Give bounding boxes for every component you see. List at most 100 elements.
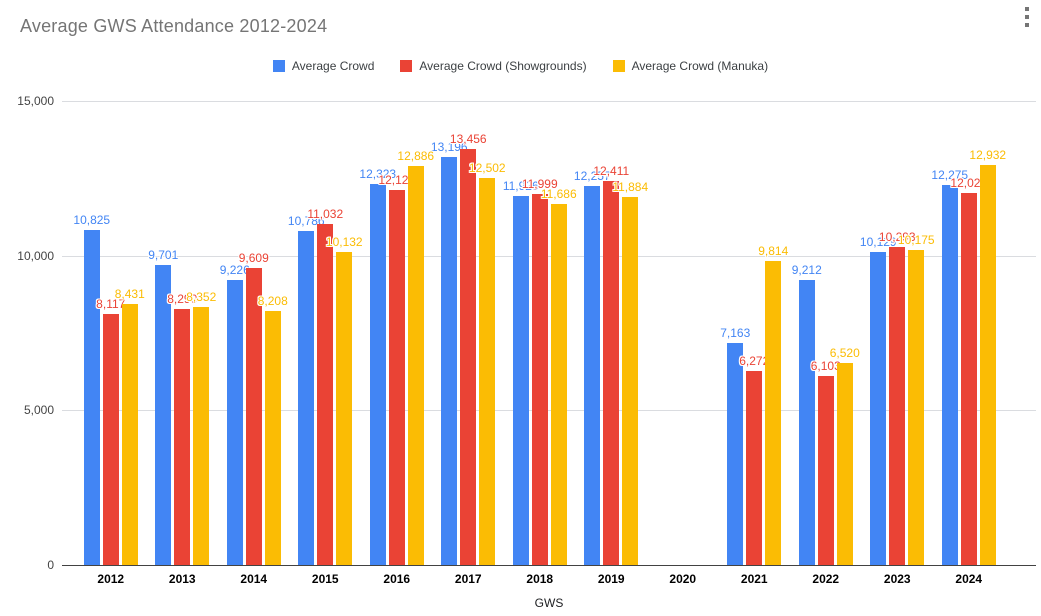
legend-item-average-crowd[interactable]: Average Crowd <box>272 59 374 73</box>
gridline <box>62 255 1036 257</box>
value-label-2017-average-crowd-manuka: 12,502 <box>468 161 506 176</box>
kebab-menu-icon <box>1025 7 1029 11</box>
bar-2016-average-crowd[interactable] <box>369 183 386 565</box>
x-axis-title: GWS <box>534 596 564 610</box>
chart-title: Average GWS Attendance 2012-2024 <box>20 16 328 36</box>
bar-2012-average-crowd-showgrounds[interactable] <box>102 313 119 565</box>
x-tick-2024: 2024 <box>955 572 983 586</box>
value-label-2021-average-crowd: 7,163 <box>720 326 751 341</box>
value-label-2014-average-crowd-manuka: 8,208 <box>257 294 288 309</box>
value-label-2016-average-crowd-showgrounds: 12,126 <box>378 172 416 187</box>
bar-2015-average-crowd-showgrounds[interactable] <box>317 223 334 565</box>
x-tick-2019: 2019 <box>597 572 625 586</box>
value-label-2014-average-crowd-showgrounds: 9,609 <box>238 250 269 265</box>
bar-2016-average-crowd-showgrounds[interactable] <box>388 189 405 565</box>
kebab-menu-icon <box>1025 15 1029 19</box>
x-tick-2020: 2020 <box>669 572 697 586</box>
bar-2019-average-crowd-showgrounds[interactable] <box>603 181 620 565</box>
legend: Average Crowd Average Crowd (Showgrounds)… <box>0 59 1041 73</box>
value-label-2015-average-crowd-showgrounds: 11,032 <box>307 206 344 221</box>
bar-2013-average-crowd-showgrounds[interactable] <box>174 308 191 565</box>
value-label-2017-average-crowd-showgrounds: 13,456 <box>449 131 487 146</box>
bar-2023-average-crowd-showgrounds[interactable] <box>889 246 906 565</box>
x-axis-line <box>62 565 1036 566</box>
value-label-2024-average-crowd-showgrounds: 12,028 <box>950 175 988 190</box>
bar-2023-average-crowd-manuka[interactable] <box>908 250 925 565</box>
value-label-2013-average-crowd: 9,701 <box>148 247 179 262</box>
bar-2014-average-crowd[interactable] <box>226 279 243 565</box>
value-label-2024-average-crowd: 12,275 <box>931 168 969 183</box>
bar-2016-average-crowd-manuka[interactable] <box>407 166 424 565</box>
bar-2017-average-crowd[interactable] <box>441 156 458 565</box>
bar-2018-average-crowd-showgrounds[interactable] <box>531 193 548 565</box>
bar-2014-average-crowd-showgrounds[interactable] <box>245 267 262 565</box>
value-label-2021-average-crowd-manuka: 9,814 <box>758 244 789 259</box>
chart-options-menu-button[interactable] <box>1019 5 1035 33</box>
x-tick-2018: 2018 <box>526 572 554 586</box>
bar-2024-average-crowd[interactable] <box>941 185 958 565</box>
value-label-2023-average-crowd: 10,129 <box>859 234 897 249</box>
value-label-2018-average-crowd-manuka: 11,686 <box>540 186 577 201</box>
bar-2012-average-crowd-manuka[interactable] <box>121 304 138 565</box>
y-axis-tick-label: 15,000 <box>17 94 54 108</box>
bar-2015-average-crowd-manuka[interactable] <box>336 251 353 565</box>
x-tick-2021: 2021 <box>740 572 768 586</box>
bar-2017-average-crowd-showgrounds[interactable] <box>460 148 477 565</box>
gridline <box>62 410 1036 412</box>
gridline <box>62 101 1036 102</box>
bar-2024-average-crowd-showgrounds[interactable] <box>960 192 977 565</box>
value-label-2018-average-crowd: 11,926 <box>502 179 539 194</box>
bar-2014-average-crowd-manuka[interactable] <box>264 311 281 565</box>
value-label-2013-average-crowd-manuka: 8,352 <box>186 289 217 304</box>
legend-label: Average Crowd (Manuka) <box>631 59 769 73</box>
x-tick-2023: 2023 <box>883 572 911 586</box>
bar-2022-average-crowd[interactable] <box>798 280 815 565</box>
value-label-2022-average-crowd-showgrounds: 6,103 <box>810 359 841 374</box>
bar-2021-average-crowd-showgrounds[interactable] <box>746 370 763 565</box>
value-label-2021-average-crowd-showgrounds: 6,272 <box>739 353 770 368</box>
x-tick-2016: 2016 <box>383 572 411 586</box>
bar-2021-average-crowd-manuka[interactable] <box>765 261 782 565</box>
value-label-2012-average-crowd-showgrounds: 8,117 <box>96 296 126 311</box>
value-label-2013-average-crowd-showgrounds: 8,290 <box>167 291 198 306</box>
bar-2017-average-crowd-manuka[interactable] <box>479 178 496 565</box>
bar-2015-average-crowd[interactable] <box>298 231 315 565</box>
legend-swatch-icon <box>400 60 413 72</box>
value-label-2017-average-crowd: 13,196 <box>430 139 468 154</box>
x-tick-2015: 2015 <box>311 572 339 586</box>
bar-2018-average-crowd[interactable] <box>512 196 529 565</box>
bar-2012-average-crowd[interactable] <box>83 230 100 565</box>
value-label-2023-average-crowd-showgrounds: 10,293 <box>878 229 916 244</box>
bar-2022-average-crowd-manuka[interactable] <box>836 363 853 565</box>
x-tick-2012: 2012 <box>97 572 125 586</box>
x-tick-2014: 2014 <box>240 572 268 586</box>
bar-2019-average-crowd-manuka[interactable] <box>622 197 639 565</box>
bar-2021-average-crowd[interactable] <box>727 343 744 565</box>
value-label-2018-average-crowd-showgrounds: 11,999 <box>521 176 558 191</box>
y-axis-tick-label: 0 <box>47 558 54 572</box>
legend-swatch-icon <box>612 60 625 72</box>
bar-2019-average-crowd[interactable] <box>584 185 601 565</box>
bar-2023-average-crowd[interactable] <box>870 251 887 565</box>
x-tick-2013: 2013 <box>168 572 196 586</box>
kebab-menu-icon <box>1025 23 1029 27</box>
bar-2013-average-crowd-manuka[interactable] <box>193 306 210 565</box>
y-axis-tick-label: 5,000 <box>23 403 54 418</box>
bar-2022-average-crowd-showgrounds[interactable] <box>817 376 834 565</box>
legend-swatch-icon <box>272 60 285 72</box>
value-label-2016-average-crowd-manuka: 12,886 <box>397 149 435 164</box>
y-axis-tick-label: 10,000 <box>17 248 54 263</box>
value-label-2015-average-crowd-manuka: 10,132 <box>325 234 363 249</box>
legend-item-average-crowd-showgrounds[interactable]: Average Crowd (Showgrounds) <box>400 59 587 73</box>
value-label-2024-average-crowd-manuka: 12,932 <box>969 147 1007 162</box>
value-label-2019-average-crowd-showgrounds: 12,411 <box>593 164 630 179</box>
legend-item-average-crowd-manuka[interactable]: Average Crowd (Manuka) <box>612 59 769 73</box>
bar-2024-average-crowd-manuka[interactable] <box>979 164 996 565</box>
bar-2013-average-crowd[interactable] <box>155 264 172 565</box>
value-label-2022-average-crowd: 9,212 <box>791 263 822 278</box>
bar-2018-average-crowd-manuka[interactable] <box>550 203 567 565</box>
x-tick-2017: 2017 <box>454 572 482 586</box>
legend-label: Average Crowd (Showgrounds) <box>419 59 587 73</box>
x-tick-2022: 2022 <box>812 572 840 586</box>
value-label-2015-average-crowd: 10,786 <box>287 214 325 229</box>
